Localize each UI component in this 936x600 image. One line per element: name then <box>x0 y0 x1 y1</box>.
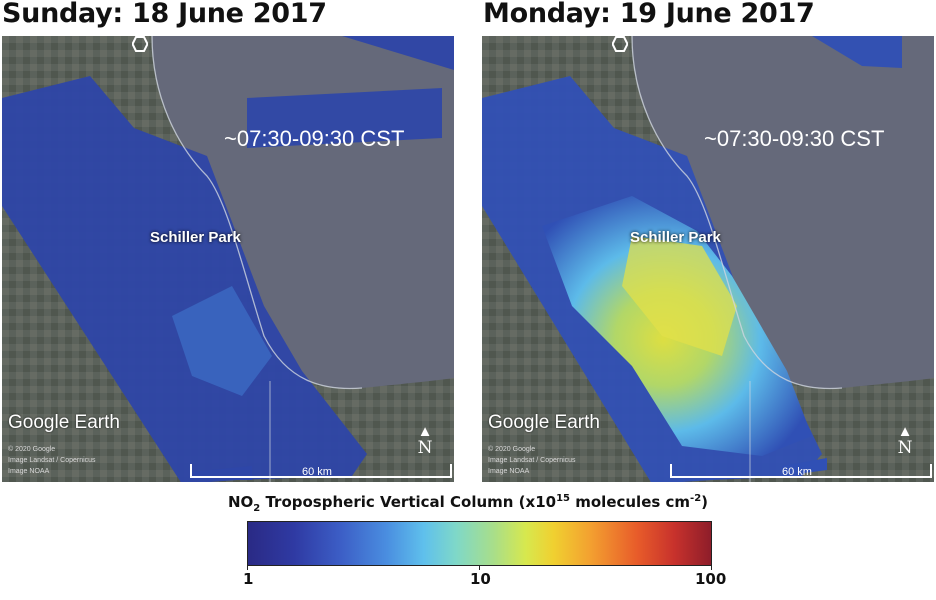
no2-swath-core <box>622 236 737 356</box>
credit-line-1: © 2020 Google <box>8 446 56 453</box>
no2-swath-ne <box>342 36 454 70</box>
panel-title-monday: Monday: 19 June 2017 <box>483 0 815 29</box>
colorbar-tick <box>247 566 248 570</box>
credit-line-3: Image NOAA <box>488 468 530 475</box>
site-label: Schiller Park <box>150 229 241 246</box>
time-label: ~07:30-09:30 CST <box>224 126 405 151</box>
site-marker-icon <box>612 36 628 52</box>
colorbar-tick-label: 10 <box>470 570 491 588</box>
no2-swath-south <box>782 458 827 476</box>
colorbar-title-sup: -2 <box>690 493 702 504</box>
north-arrow-icon: ▲ N <box>417 423 433 458</box>
colorbar-title-part: ) <box>701 493 709 511</box>
colorbar-tick <box>711 566 712 570</box>
no2-swath-east <box>247 88 442 148</box>
colorbar-title: NO2 Tropospheric Vertical Column (x1015 … <box>0 493 936 514</box>
colorbar-title-sup: 15 <box>556 493 571 504</box>
no2-swath-main <box>2 76 367 482</box>
colorbar-tick <box>479 566 480 570</box>
north-letter: N <box>417 438 433 458</box>
time-label: ~07:30-09:30 CST <box>704 126 885 151</box>
lake-michigan <box>632 36 934 389</box>
map-sunday-graphic <box>2 36 454 482</box>
shoreline <box>631 36 843 390</box>
map-monday[interactable]: ~07:30-09:30 CST Schiller Park Google Ea… <box>482 36 934 482</box>
north-arrow-icon: ▲ N <box>897 423 913 458</box>
scale-bar <box>670 464 932 478</box>
google-earth-logo: Google Earth <box>488 412 600 433</box>
colorbar-title-sub: 2 <box>253 503 261 514</box>
colorbar-tick-label: 100 <box>695 570 727 588</box>
no2-swath-hotspot <box>172 286 272 396</box>
colorbar-title-part: molecules cm <box>570 493 691 511</box>
credit-line-2: Image Landsat / Copernicus <box>8 457 96 464</box>
site-label: Schiller Park <box>630 229 721 246</box>
colorbar-tick-label: 1 <box>243 570 254 588</box>
scale-label: 60 km <box>302 466 332 478</box>
shoreline <box>151 36 363 390</box>
credit-line-1: © 2020 Google <box>488 446 536 453</box>
scale-label: 60 km <box>782 466 812 478</box>
scale-bar <box>190 464 452 478</box>
google-earth-logo: Google Earth <box>8 412 120 433</box>
map-sunday[interactable]: ~07:30-09:30 CST Schiller Park Google Ea… <box>2 36 454 482</box>
credit-line-2: Image Landsat / Copernicus <box>488 457 576 464</box>
colorbar-title-part: NO <box>227 493 254 511</box>
north-letter: N <box>897 438 913 458</box>
map-monday-graphic <box>482 36 934 482</box>
colorbar-title-part: Tropospheric Vertical Column (x10 <box>260 493 557 511</box>
no2-swath-ne <box>812 36 902 68</box>
site-marker-icon <box>132 36 148 52</box>
credit-line-3: Image NOAA <box>8 468 50 475</box>
colorbar <box>247 521 712 566</box>
panel-title-sunday: Sunday: 18 June 2017 <box>2 0 327 29</box>
